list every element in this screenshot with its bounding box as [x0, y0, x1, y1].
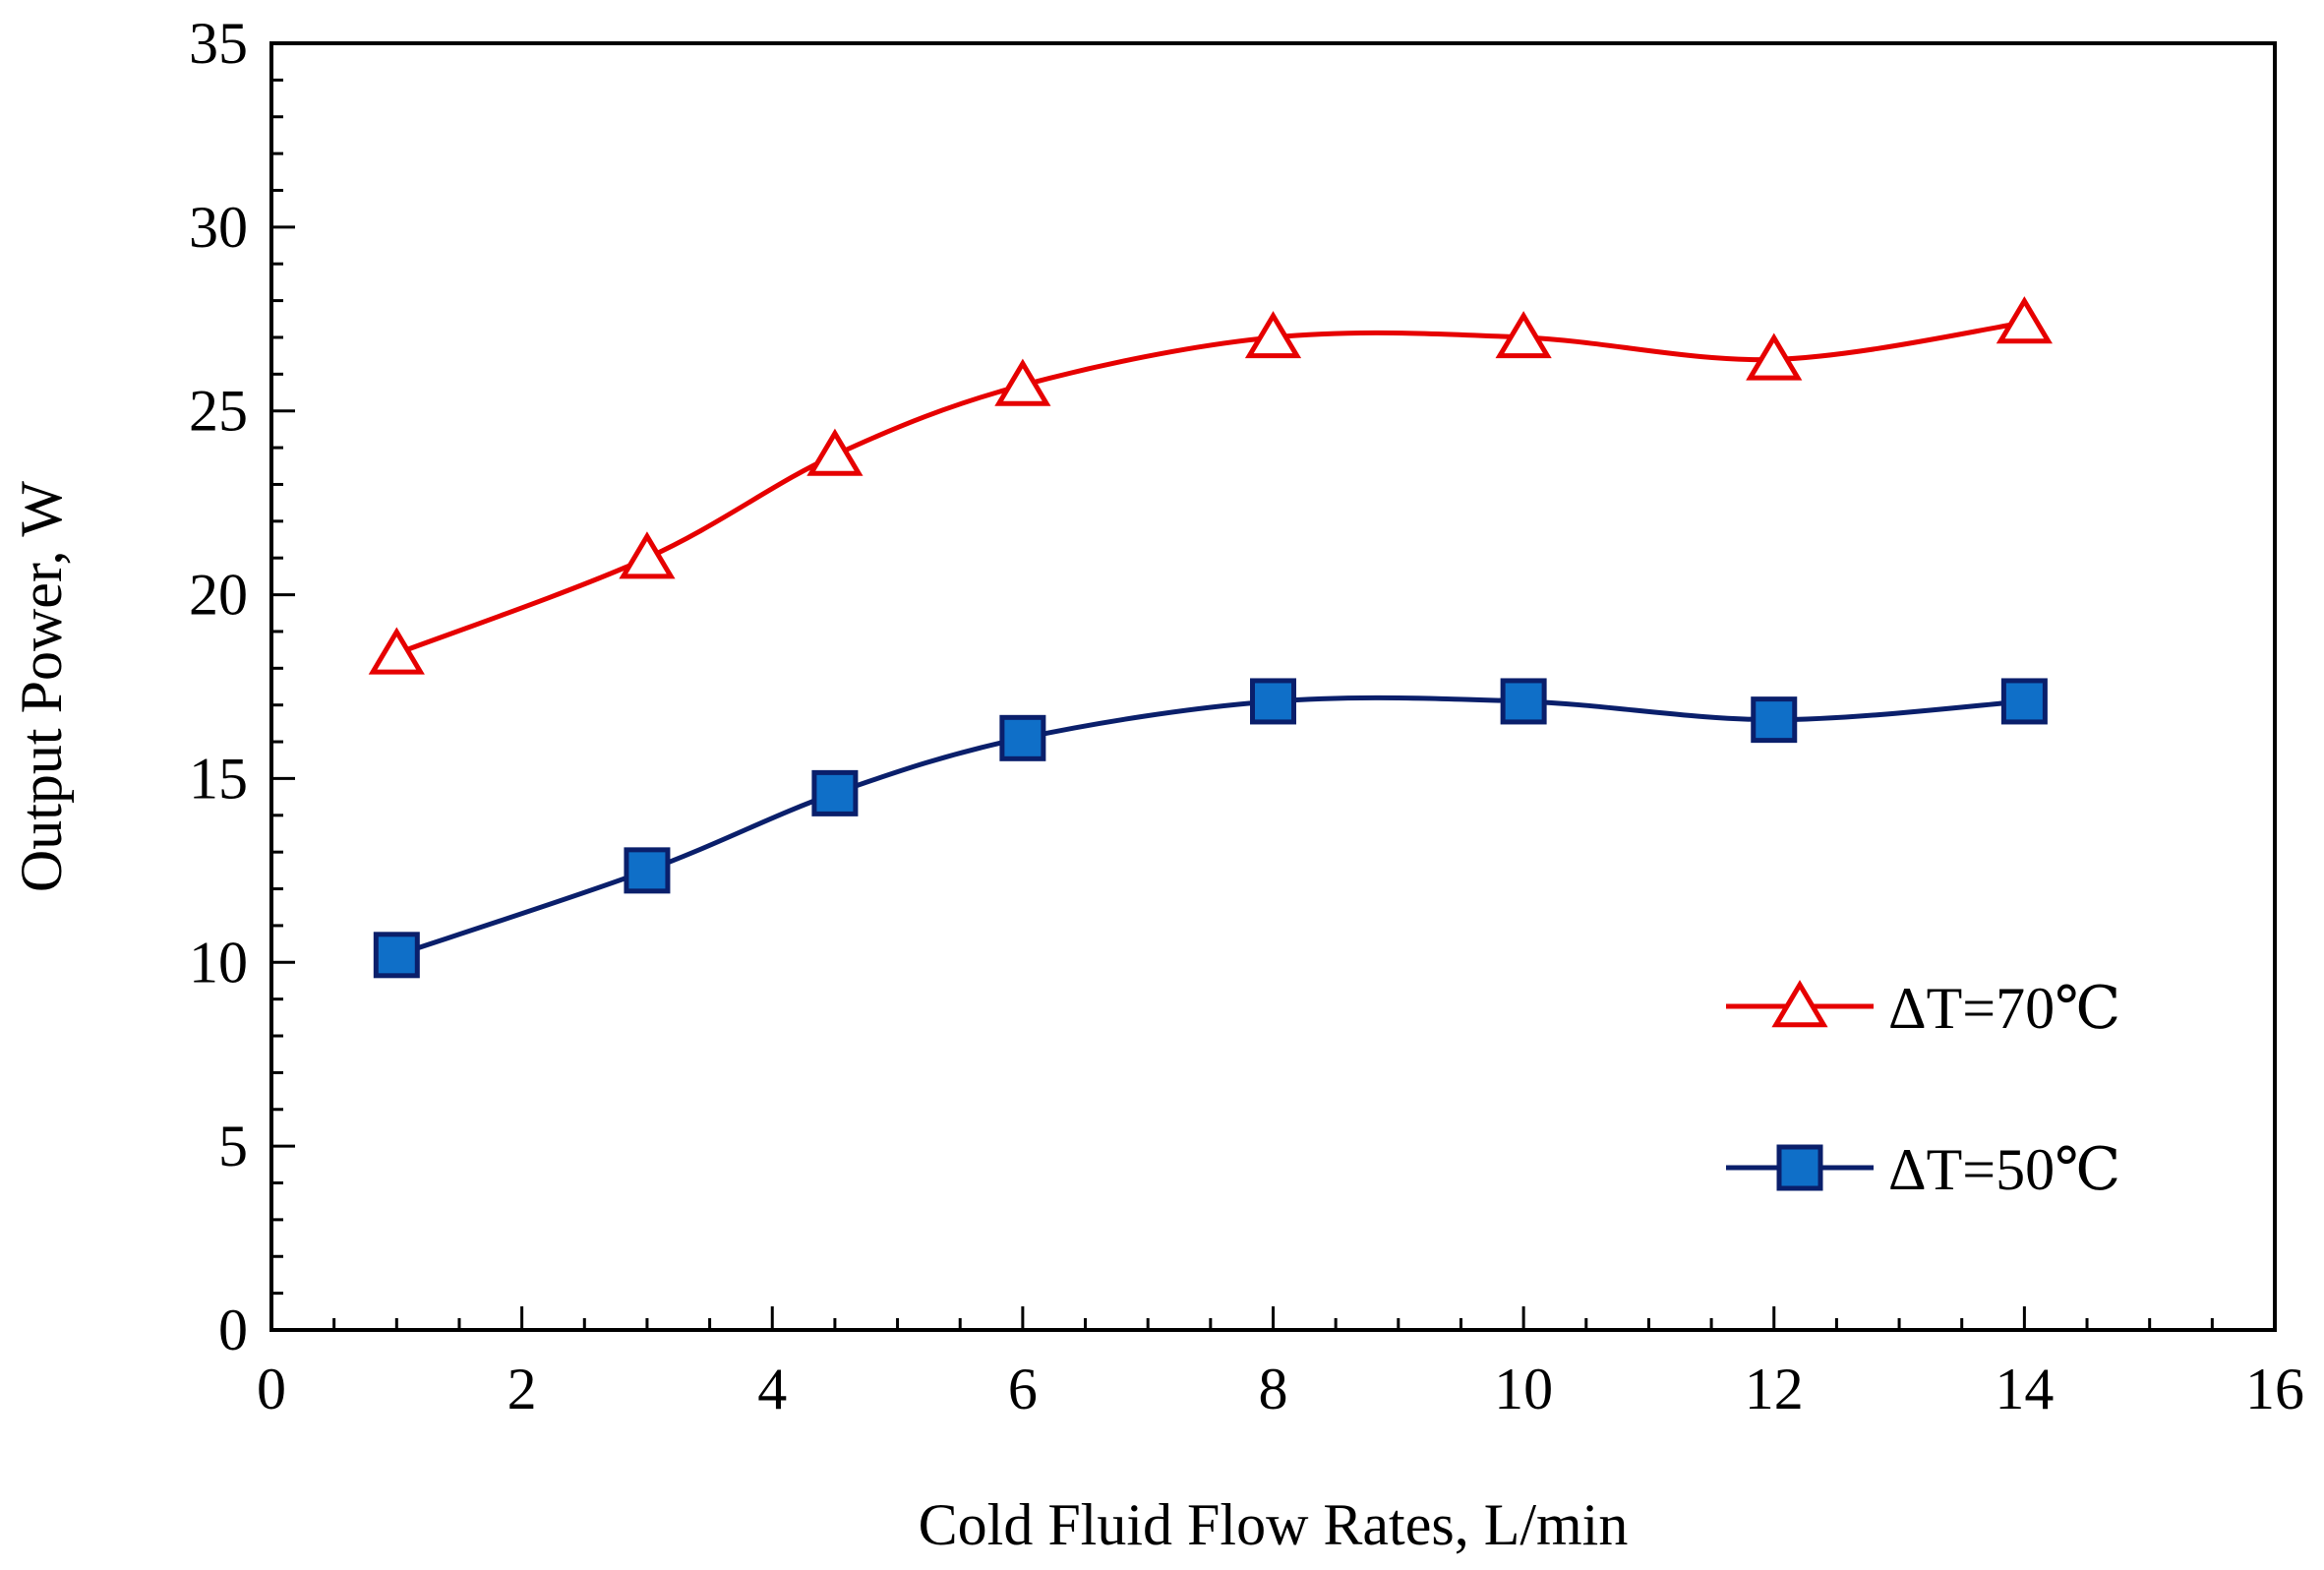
x-tick-label: 10 — [1494, 1357, 1553, 1421]
series-line-dt70 — [395, 320, 2025, 656]
data-point-dt70 — [1996, 296, 2053, 344]
y-tick-label: 0 — [218, 1298, 248, 1362]
x-tick-label: 12 — [1745, 1357, 1804, 1421]
legend-marker-dt70 — [1771, 980, 1828, 1028]
y-tick-label: 30 — [189, 195, 248, 260]
x-tick-label: 0 — [257, 1357, 286, 1421]
x-tick-label: 6 — [1008, 1357, 1038, 1421]
y-tick-label: 35 — [189, 11, 248, 76]
y-tick-label: 20 — [189, 563, 248, 628]
data-point-dt50 — [624, 847, 671, 894]
x-tick-label: 16 — [2245, 1357, 2304, 1421]
data-point-dt50 — [1751, 696, 1798, 744]
data-point-dt70 — [994, 358, 1051, 406]
data-point-dt50 — [1250, 678, 1296, 725]
y-axis-title: Output Power, W — [9, 481, 74, 892]
data-point-dt70 — [1244, 311, 1302, 359]
y-tick-label: 10 — [189, 930, 248, 995]
data-point-dt50 — [811, 769, 859, 816]
data-point-dt70 — [806, 428, 864, 476]
legend-marker-dt50 — [1776, 1144, 1823, 1191]
y-tick-label: 25 — [189, 379, 248, 444]
data-point-dt70 — [1746, 332, 1803, 381]
y-tick-label: 5 — [218, 1114, 248, 1178]
data-point-dt70 — [1495, 311, 1552, 359]
series-group — [368, 296, 2053, 979]
x-tick-label: 2 — [507, 1357, 537, 1421]
legend: ΔT=70℃ ΔT=50℃ — [1726, 976, 2120, 1202]
data-point-dt70 — [619, 531, 676, 579]
data-point-dt50 — [999, 714, 1046, 761]
x-tick-label: 8 — [1259, 1357, 1288, 1421]
axes-group: 0 2 4 6 8 10 12 14 16 0 5 10 15 20 25 30 35 — [189, 11, 2304, 1421]
legend-label-dt50: ΔT=50℃ — [1888, 1137, 2120, 1202]
x-axis-title: Cold Fluid Flow Rates, L/min — [919, 1492, 1629, 1557]
data-point-dt70 — [368, 627, 425, 675]
x-tick-label: 4 — [757, 1357, 787, 1421]
data-point-dt50 — [1500, 678, 1547, 725]
legend-label-dt70: ΔT=70℃ — [1888, 976, 2120, 1041]
y-tick-label: 15 — [189, 746, 248, 811]
data-point-dt50 — [2000, 678, 2048, 725]
x-tick-label: 14 — [1995, 1357, 2054, 1421]
data-point-dt50 — [373, 932, 420, 979]
